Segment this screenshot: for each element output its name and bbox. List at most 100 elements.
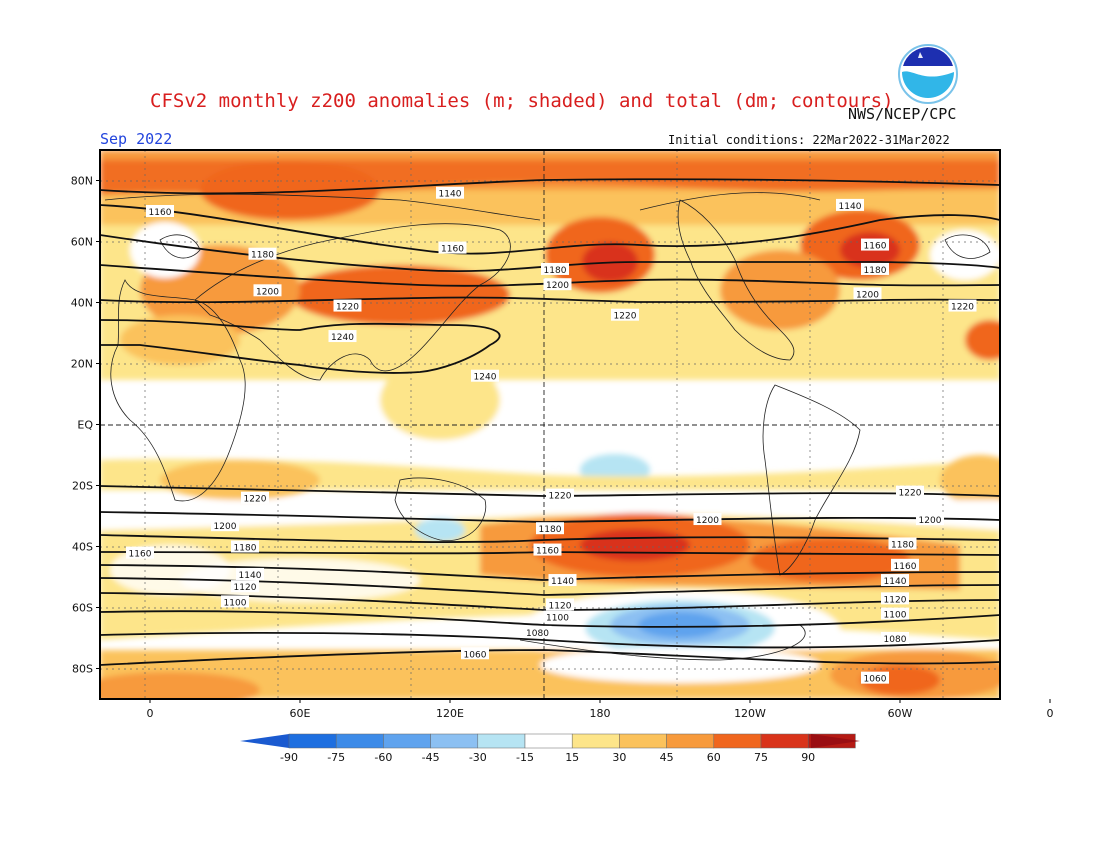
forecast-month: Sep 2022 (100, 130, 173, 148)
contour-label: 1140 (239, 571, 262, 581)
contour-label: 1160 (894, 562, 917, 572)
contour-label-box (438, 241, 467, 254)
lat-label: 20S (72, 480, 93, 493)
contour-label: 1240 (474, 373, 497, 383)
contour-label-box (861, 238, 889, 251)
longitude-axis: 0 60E 120E 180 120W 60W 0 (147, 699, 1054, 720)
contour-label-box (541, 262, 569, 275)
colorbar-label: 75 (754, 751, 768, 764)
colorbar-label: -75 (327, 751, 345, 764)
contour-label-box (861, 671, 889, 684)
colorbar-swatch (619, 733, 667, 749)
contour-label-box (248, 247, 277, 260)
colorbar-label: 15 (565, 751, 579, 764)
equator-dateline (100, 150, 1000, 699)
contour-label: 1100 (884, 611, 907, 621)
contour-label-box (436, 186, 464, 199)
colorbar-label: 45 (660, 751, 674, 764)
colorbar-swatch (666, 733, 715, 749)
lon-label: 120E (436, 707, 464, 720)
contour-label: 1160 (441, 245, 464, 255)
contour-label: 1200 (214, 522, 237, 532)
contour-label: 1060 (464, 650, 487, 660)
contour-label-box (861, 262, 889, 275)
colorbar-swatch (571, 733, 620, 749)
contour-label-layer: 1140 1140 1160 1160 1160 1180 1180 1180 1200 1200… (126, 186, 977, 685)
latitude-axis: 80N 60N 40N 20N EQ 20S 40S 60S 80S (71, 175, 100, 676)
colorbar-label: 90 (801, 751, 815, 764)
contour-label: 1200 (546, 281, 569, 291)
contour-label-box (231, 540, 259, 553)
contour-label: 1180 (544, 266, 567, 276)
contour-label-box (693, 513, 722, 526)
colorbar-swatch (477, 733, 526, 749)
contour-label-box (546, 598, 574, 611)
contour-label: 1080 (884, 635, 907, 645)
contour-label-box (881, 607, 909, 620)
contour-label: 1180 (251, 251, 274, 261)
contour-label-box (146, 205, 174, 217)
contour-label-box (948, 299, 977, 312)
contour-label-box (836, 198, 864, 211)
contour-label-box (523, 625, 552, 638)
contour-label: 1080 (526, 629, 549, 639)
contour-label: 1180 (234, 544, 257, 554)
lat-label: 40N (71, 297, 93, 310)
contour-label-box (881, 574, 909, 587)
contour-label-box (461, 647, 489, 660)
contour-label-box (126, 546, 154, 559)
contour-label: 1220 (244, 495, 267, 505)
contour-label: 1140 (551, 577, 574, 587)
contour-label-box (891, 558, 919, 571)
colorbar: -90 -75 -60 -45 -30 -15 15 30 45 60 75 90 (240, 733, 860, 764)
contour-label: 1180 (891, 540, 914, 550)
contour-label-box (916, 513, 944, 526)
colorbar-label: -90 (280, 751, 298, 764)
contour-label-box (253, 284, 282, 297)
contour-label: 1240 (331, 333, 354, 343)
contour-label: 1160 (149, 208, 172, 218)
contour-label: 1220 (951, 303, 974, 313)
contour-label-box (543, 278, 572, 291)
contour-label-box (548, 574, 577, 587)
org-label: NWS/NCEP/CPC (848, 105, 957, 123)
contour-label: 1120 (549, 601, 572, 611)
contour-label: 1220 (899, 489, 922, 499)
contour-label: 1220 (614, 312, 637, 322)
contour-label: 1180 (864, 266, 887, 276)
contour-label-box (333, 299, 362, 312)
contour-label: 1100 (224, 598, 247, 608)
contour-label: 1180 (539, 525, 562, 535)
contour-label-box (221, 595, 249, 608)
colorbar-label: -45 (422, 751, 440, 764)
graticule (100, 150, 1000, 699)
contour-label: 1060 (864, 675, 887, 685)
noaa-logo (898, 44, 958, 104)
colorbar-swatch (760, 733, 809, 749)
colorbar-swatch (430, 733, 479, 749)
lon-label: 60W (888, 707, 913, 720)
contour-label: 1120 (234, 583, 257, 593)
contour-label-box (241, 491, 269, 504)
chart-title: CFSv2 monthly z200 anomalies (m; shaded)… (150, 90, 894, 112)
contour-label: 1200 (856, 290, 879, 300)
contour-label: 1160 (129, 550, 152, 560)
contour-label-box (211, 519, 239, 532)
contour-label-box (471, 369, 499, 382)
lat-label: 80S (72, 663, 93, 676)
colorbar-swatch (524, 733, 573, 749)
initial-conditions: Initial conditions: 22Mar2022-31Mar2022 (668, 133, 950, 147)
contour-label-box (881, 632, 909, 644)
lon-label: 60E (290, 707, 311, 720)
lat-label: 80N (71, 175, 93, 188)
lat-label: 40S (72, 541, 93, 554)
lon-label: 120W (734, 707, 766, 720)
contour-label-box (546, 488, 574, 501)
lon-label: 0 (147, 707, 154, 720)
lat-label: 60S (72, 602, 93, 615)
lat-label: 60N (71, 236, 93, 249)
colorbar-high-arrow (811, 734, 860, 748)
contour-label-box (881, 592, 909, 605)
contour-label: 1160 (864, 242, 887, 252)
